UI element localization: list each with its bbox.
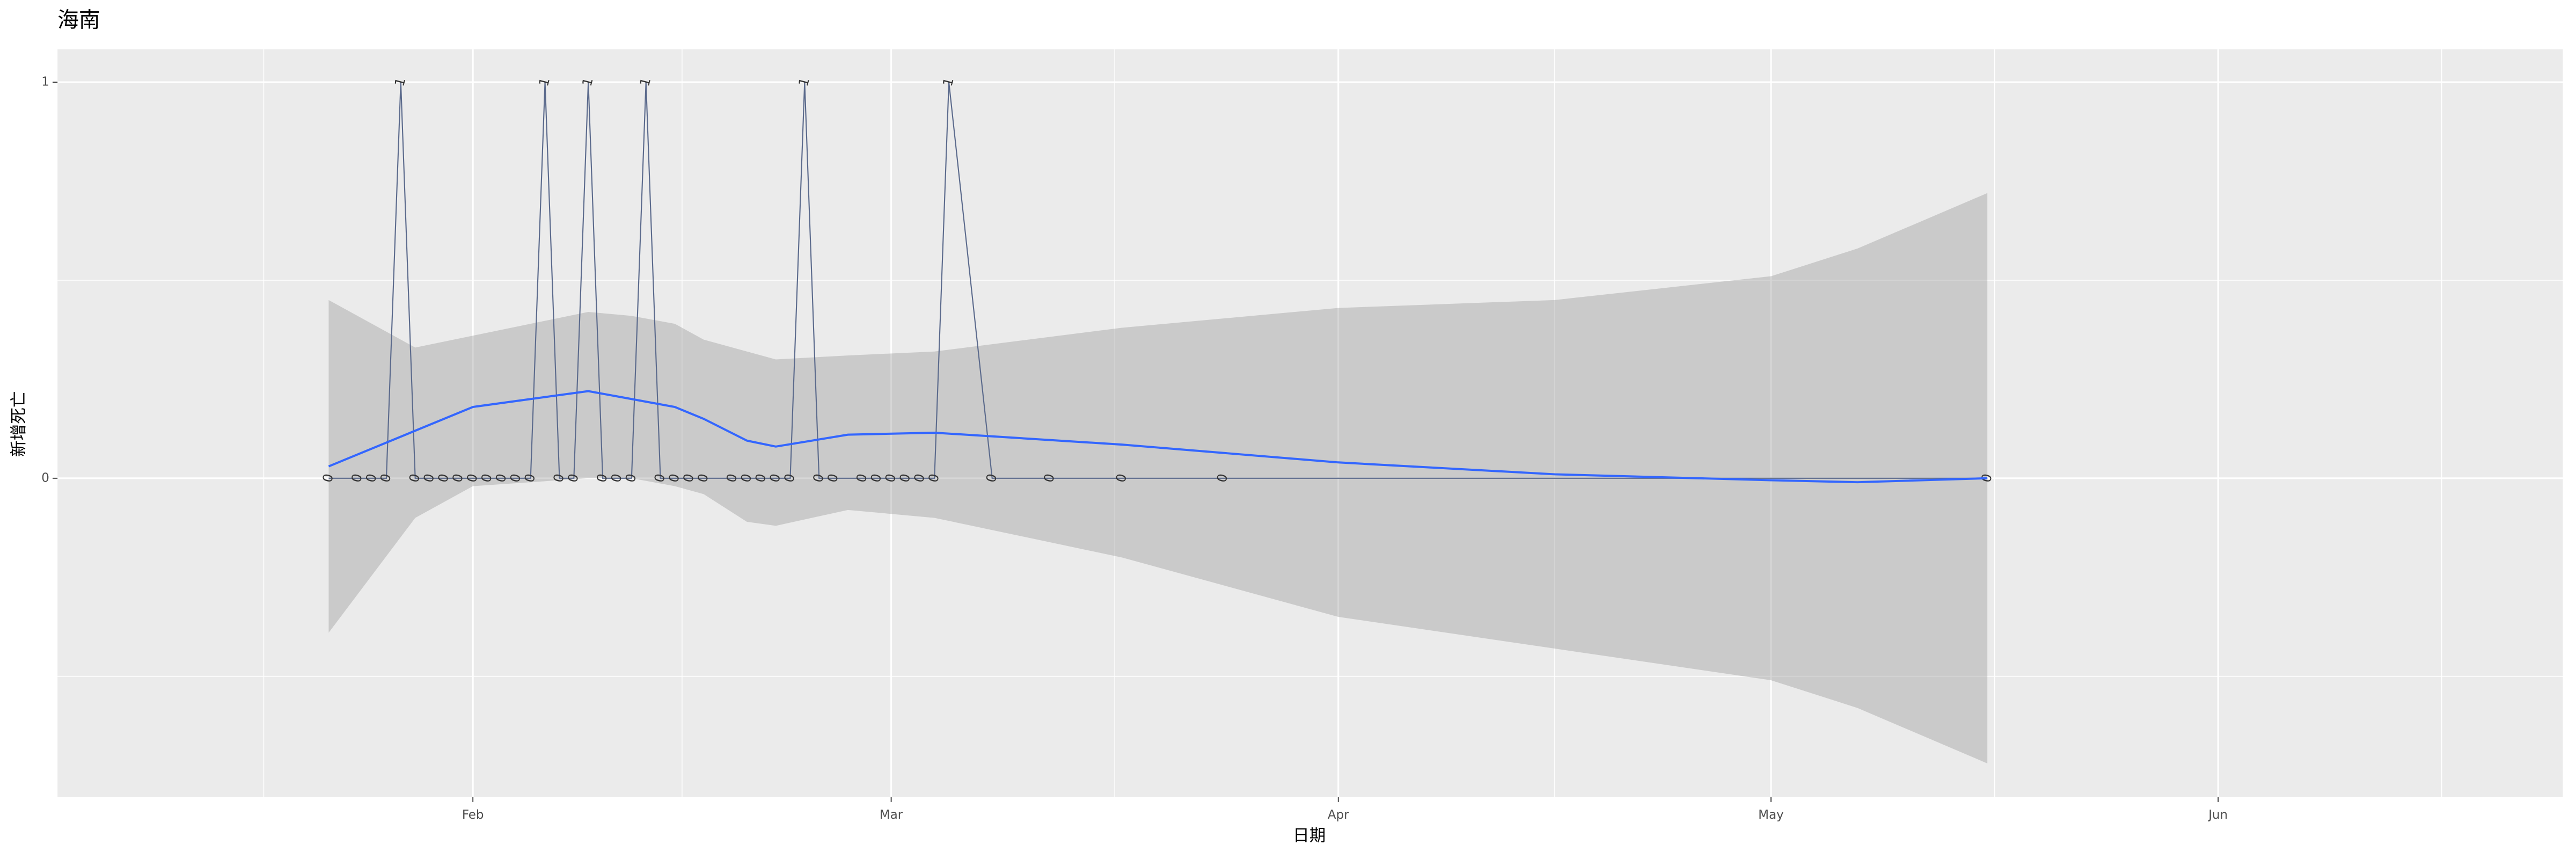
point-label: 0 (406, 472, 423, 484)
point-label: 0 (565, 472, 582, 484)
x-tick-label: Mar (880, 808, 903, 822)
point-label: 0 (665, 472, 683, 484)
point-label: 0 (737, 472, 755, 484)
y-tick-label: 1 (41, 75, 49, 89)
point-label: 0 (911, 472, 928, 484)
point-label: 0 (867, 472, 884, 484)
point-label: 0 (608, 472, 625, 484)
point-label: 0 (319, 472, 336, 484)
point-label: 0 (824, 472, 841, 484)
point-label: 0 (983, 472, 1000, 484)
point-label: 1 (391, 76, 408, 88)
point-label: 0 (478, 472, 495, 484)
plot-background (57, 49, 2563, 797)
point-label: 0 (896, 472, 913, 484)
point-label: 0 (1213, 472, 1231, 484)
point-label: 0 (449, 472, 466, 484)
point-label: 1 (795, 76, 813, 88)
point-label: 0 (348, 472, 365, 484)
point-label: 0 (521, 472, 538, 484)
point-label: 0 (781, 472, 798, 484)
data-line (328, 82, 1988, 479)
x-tick-label: Jun (2207, 808, 2228, 822)
point-label: 0 (464, 472, 481, 484)
point-label: 0 (694, 472, 712, 484)
point-label: 0 (766, 472, 784, 484)
x-tick-label: May (1758, 808, 1783, 822)
y-tick-label: 0 (41, 471, 49, 485)
x-axis-title: 日期 (1293, 827, 1326, 846)
point-label: 0 (622, 472, 639, 484)
point-label: 0 (925, 472, 942, 484)
point-label: 0 (723, 472, 740, 484)
chart-title: 海南 (57, 8, 100, 32)
point-label: 0 (492, 472, 509, 484)
smooth-line (328, 390, 1988, 484)
x-tick-label: Apr (1328, 808, 1349, 822)
point-label: 0 (680, 472, 697, 484)
point-label: 0 (1113, 472, 1130, 484)
point-label: 0 (507, 472, 524, 484)
point-label: 1 (940, 76, 957, 88)
point-label: 1 (579, 76, 596, 88)
point-label: 0 (1041, 472, 1058, 484)
x-tick-label: Feb (462, 808, 484, 822)
point-label: 0 (594, 472, 611, 484)
point-label: 0 (853, 472, 870, 484)
point-label: 0 (363, 472, 380, 484)
point-label: 0 (882, 472, 899, 484)
point-label: 0 (752, 472, 769, 484)
y-axis-title: 新增死亡 (10, 391, 28, 457)
point-label: 1 (636, 76, 654, 88)
point-label: 0 (420, 472, 437, 484)
point-label: 0 (377, 472, 394, 484)
point-label: 0 (810, 472, 827, 484)
point-label: 0 (435, 472, 452, 484)
point-label: 0 (550, 472, 567, 484)
point-label: 1 (536, 76, 553, 88)
point-label: 0 (651, 472, 668, 484)
